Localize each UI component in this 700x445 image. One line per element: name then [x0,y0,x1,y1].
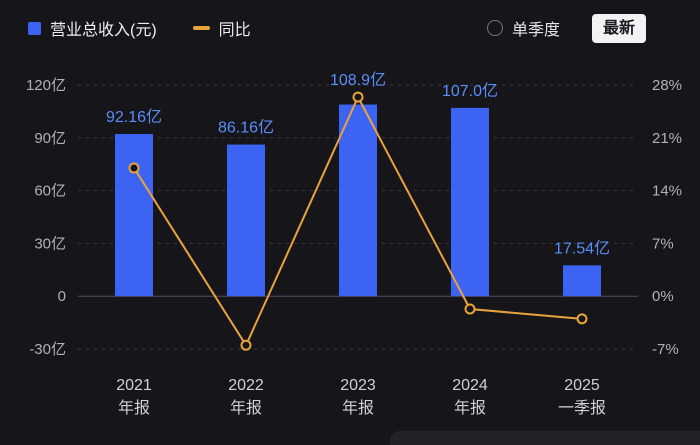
radio-circle-icon [486,20,503,36]
x-axis-label: 年报 [342,399,374,417]
legend-revenue-label: 营业总收入(元) [50,22,157,39]
yoy-dash-icon [192,26,210,30]
left-axis-tick: 120亿 [26,77,66,94]
right-axis-tick: -7% [652,341,679,358]
single-quarter-label: 单季度 [511,22,560,39]
x-axis-label: 2023 [340,377,376,394]
revenue-bar[interactable] [563,265,601,297]
bottom-card-edge [390,431,700,445]
yoy-point[interactable] [352,91,364,103]
left-axis-tick: 30亿 [34,235,66,252]
legend-yoy[interactable]: 同比 [192,16,251,40]
left-axis-tick: -30亿 [29,341,66,358]
x-axis-label: 年报 [454,399,486,417]
right-axis-tick: 21% [652,130,682,147]
revenue-bar[interactable] [451,107,489,297]
yoy-point[interactable] [128,162,140,174]
right-axis-tick: 28% [652,77,682,94]
bar-value-label: 108.9亿 [330,71,386,89]
x-axis-label: 2025 [564,377,600,394]
x-axis-label: 年报 [118,399,150,417]
yoy-point[interactable] [240,339,252,351]
left-axis-tick: 60亿 [34,183,66,200]
right-axis-tick: 0% [652,288,674,305]
bar-value-label: 92.16亿 [106,108,162,126]
legend-revenue[interactable]: 营业总收入(元) [28,16,157,40]
bar-value-label: 107.0亿 [442,82,498,100]
latest-button[interactable]: 最新 [591,13,646,43]
left-axis-tick: 90亿 [34,130,66,147]
x-axis-label: 2021 [116,377,152,394]
yoy-point[interactable] [464,303,476,315]
right-axis-tick: 14% [652,183,682,200]
x-axis-label: 2024 [452,377,488,394]
revenue-bar[interactable] [339,104,377,297]
x-axis-label: 2022 [228,377,264,394]
legend-yoy-label: 同比 [218,22,251,39]
x-axis-label: 一季报 [558,399,606,417]
chart-header: 营业总收入(元) 同比 单季度 最新 [0,0,700,56]
single-quarter-toggle[interactable]: 单季度 [486,16,560,40]
left-axis-tick: 0 [58,288,66,305]
x-axis-label: 年报 [230,399,262,417]
right-axis-tick: 7% [652,235,674,252]
bar-value-label: 17.54亿 [554,239,610,257]
revenue-bar[interactable] [227,144,265,297]
bar-value-label: 86.16亿 [218,119,274,137]
revenue-swatch-icon [28,21,41,35]
revenue-bar[interactable] [115,133,153,297]
yoy-point[interactable] [576,313,588,325]
